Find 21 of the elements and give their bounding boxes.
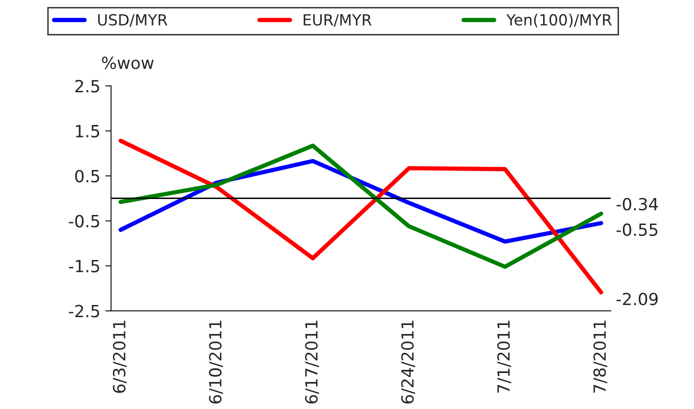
y-tick-label: 1.5 xyxy=(76,125,100,138)
line-series xyxy=(118,138,604,294)
y-tick-label: -0.5 xyxy=(68,214,100,228)
y-tick-label: -1.5 xyxy=(68,260,100,272)
y-tick-label: 0.5 xyxy=(75,170,100,182)
y-axis-title: %wow xyxy=(102,56,154,70)
data-label: -2.09 xyxy=(616,292,658,306)
data-label: -0.55 xyxy=(616,223,658,236)
y-tick-label: -2.5 xyxy=(68,304,100,318)
legend-label: EUR/MYR xyxy=(304,14,372,27)
y-tick-label: 2.5 xyxy=(75,80,100,92)
legend-label: USD/MYR xyxy=(98,14,168,27)
data-label: -0.34 xyxy=(616,198,658,210)
x-tick-label: 6/3/2011 xyxy=(112,320,127,393)
x-tick-label: 7/1/2011 xyxy=(497,320,512,393)
line-series xyxy=(118,144,604,269)
x-tick-label: 6/10/2011 xyxy=(208,320,223,404)
x-tick-label: 6/17/2011 xyxy=(305,320,319,404)
legend-label: Yen(100)/MYR xyxy=(506,14,612,28)
x-tick-label: 6/24/2011 xyxy=(401,320,416,404)
x-tick-label: 7/8/2011 xyxy=(593,320,608,393)
